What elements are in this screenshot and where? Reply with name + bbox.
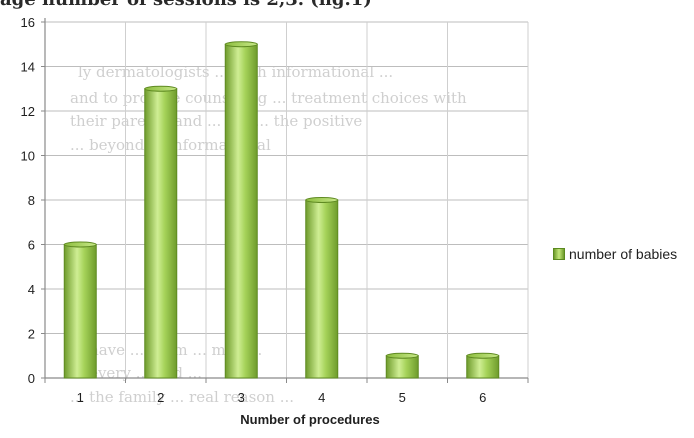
y-tick-label: 2 bbox=[28, 327, 35, 342]
bar-cap bbox=[63, 241, 97, 248]
bar bbox=[144, 88, 178, 379]
legend: number of babies bbox=[553, 246, 677, 262]
y-tick-label: 0 bbox=[28, 371, 35, 386]
x-tick-label: 6 bbox=[479, 390, 486, 405]
bar bbox=[385, 355, 419, 379]
bar bbox=[305, 199, 339, 379]
y-tick-label: 10 bbox=[21, 149, 35, 164]
bar-cap bbox=[385, 352, 419, 359]
bar-cap bbox=[224, 41, 258, 48]
bleed-through-text: ... the family ... real reason ... bbox=[70, 388, 295, 406]
bar bbox=[224, 43, 258, 379]
y-tick-label: 16 bbox=[21, 15, 35, 30]
y-tick-label: 8 bbox=[28, 193, 35, 208]
x-axis-title: Number of procedures bbox=[240, 412, 380, 427]
bar-cap bbox=[144, 85, 178, 92]
bar bbox=[466, 355, 500, 379]
x-tick-label: 5 bbox=[399, 390, 406, 405]
bar-cap bbox=[305, 197, 339, 203]
y-tick-label: 14 bbox=[21, 60, 35, 75]
y-tick-label: 12 bbox=[21, 104, 35, 119]
y-tick-label: 4 bbox=[28, 282, 35, 297]
legend-label: number of babies bbox=[569, 246, 678, 262]
bleed-through-text: their parents and ... fits ... the posit… bbox=[70, 112, 363, 130]
bar bbox=[63, 244, 97, 379]
x-tick-label: 3 bbox=[238, 390, 245, 405]
legend-swatch bbox=[553, 248, 565, 260]
bar-cap bbox=[466, 352, 500, 359]
x-tick-label: 4 bbox=[318, 390, 325, 405]
y-tick-label: 6 bbox=[28, 238, 35, 253]
x-tick-label: 2 bbox=[157, 390, 164, 405]
cropped-caption: age number of sessions is 2,3. (fig.1) bbox=[0, 0, 694, 13]
x-tick-label: 1 bbox=[77, 390, 84, 405]
